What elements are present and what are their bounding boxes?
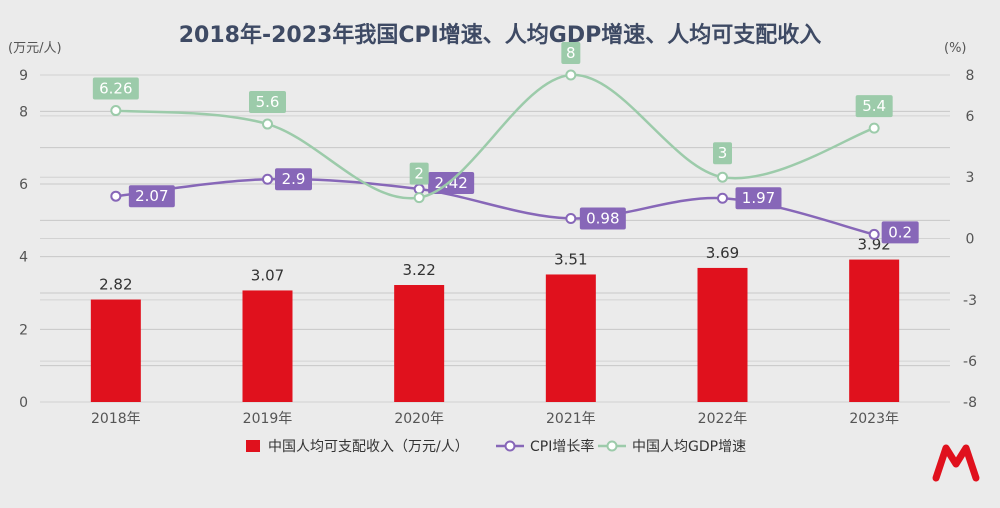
left-axis-ticks: 0 2 4 6 8 9 [19, 68, 28, 411]
income-bar [394, 285, 445, 402]
cpi-point [565, 212, 577, 224]
brand-logo-mark [932, 444, 980, 482]
income-bar [545, 274, 596, 402]
gdp-label-box [855, 95, 893, 118]
right-tick-label: -3 [963, 293, 977, 309]
x-tick-label: 2021年 [546, 411, 596, 427]
gdp-line [115, 73, 875, 200]
gdp-data-label: 3 [718, 144, 728, 162]
x-tick-label: 2018年 [91, 411, 141, 427]
gdp-label-box [409, 162, 429, 185]
right-tick-label: 0 [966, 232, 975, 248]
income-bar [90, 299, 141, 402]
gdp-data-label: 6.26 [99, 80, 132, 98]
legend-label-income: 中国人均可支配收入（万元/人） [268, 439, 469, 455]
cpi-series: 2.072.9 2.420.981.970.2 [110, 168, 919, 244]
legend-marker-gdp [606, 440, 618, 452]
chart-title: 2018年-2023年我国CPI增速、人均GDP增速、人均可支配收入 [179, 22, 822, 48]
cpi-data-label: 0.2 [888, 223, 912, 241]
income-bar-label: 3.22 [402, 261, 435, 279]
cpi-point [110, 190, 122, 202]
left-tick-label: 4 [19, 250, 28, 266]
left-tick-label: 6 [19, 177, 28, 193]
gdp-point [262, 118, 273, 130]
right-tick-label: -8 [963, 395, 977, 411]
brand-logo [932, 444, 980, 482]
cpi-data-label: 2.9 [282, 170, 306, 188]
gdp-point [717, 171, 728, 183]
cpi-data-label: 1.97 [742, 189, 775, 207]
cpi-point [262, 173, 273, 185]
income-bar [242, 290, 293, 402]
left-axis-unit: (万元/人) [8, 41, 62, 56]
x-tick-label: 2019年 [243, 411, 293, 427]
left-tick-label: 9 [19, 68, 28, 84]
legend-label-cpi: CPI增长率 [530, 438, 594, 455]
legend-label-gdp: 中国人均GDP增速 [632, 439, 746, 455]
cpi-label-box [128, 185, 175, 208]
gdp-data-label: 5.6 [256, 93, 280, 111]
gdp-label-box [92, 77, 139, 100]
right-tick-label: 6 [966, 109, 975, 125]
legend-marker-cpi [504, 440, 516, 452]
cpi-point [717, 192, 728, 204]
cpi-label-box [881, 221, 919, 244]
gdp-data-label: 2 [414, 165, 424, 183]
right-axis-ticks: -8 -6 -3 0 3 6 8 [963, 68, 977, 411]
income-bars: 2.823.07 3.223.51 3.69 3.92 [90, 236, 900, 402]
cpi-label-box [735, 187, 782, 210]
cpi-label-box [275, 168, 312, 191]
gdp-data-label: 8 [566, 44, 576, 62]
gdp-point [413, 192, 425, 204]
right-tick-label: 3 [966, 170, 975, 186]
legend: 中国人均可支配收入（万元/人） CPI增长率 中国人均GDP增速 [246, 438, 746, 455]
gdp-label-box [561, 42, 581, 64]
left-tick-label: 2 [19, 322, 28, 338]
income-bar-label: 3.07 [251, 266, 284, 284]
right-tick-label: -6 [963, 354, 977, 370]
x-tick-label: 2022年 [698, 411, 748, 427]
income-bar [849, 259, 900, 402]
x-tick-label: 2020年 [394, 411, 444, 427]
income-bar [697, 267, 748, 402]
gdp-point [110, 105, 122, 117]
gdp-label-box [713, 142, 732, 165]
gdp-data-label: 5.4 [862, 97, 886, 115]
cpi-label-box [579, 207, 626, 230]
left-tick-label: 8 [19, 104, 28, 120]
gridlines [40, 74, 950, 403]
gdp-point [565, 69, 577, 81]
gdp-point [868, 122, 880, 134]
cpi-data-label: 2.07 [135, 187, 168, 205]
legend-swatch-income [246, 440, 260, 452]
income-bar-label: 2.82 [99, 276, 132, 294]
x-tick-label: 2023年 [849, 411, 899, 427]
income-bar-label: 3.51 [554, 250, 587, 268]
cpi-point [868, 228, 880, 240]
income-bar-label: 3.69 [706, 244, 739, 262]
x-axis-ticks: 2018年 2019年 2020年 2021年 2022年 2023年 [91, 411, 899, 427]
gdp-series: 6.26 5.6 2 8 3 5.4 [92, 42, 893, 204]
right-tick-label: 8 [966, 68, 975, 84]
cpi-data-label: 0.98 [586, 209, 619, 227]
left-tick-label: 0 [19, 395, 28, 411]
gdp-label-box [249, 91, 286, 114]
right-axis-unit: (%) [944, 41, 967, 56]
